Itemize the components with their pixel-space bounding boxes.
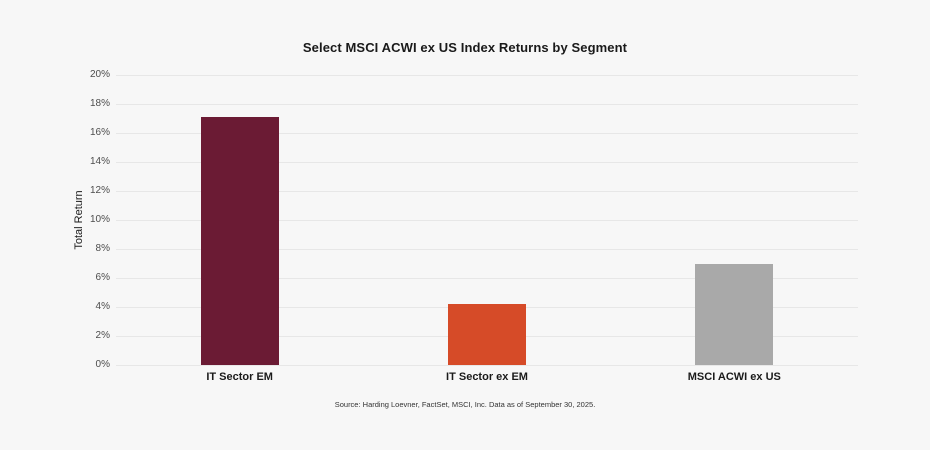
y-tick-4%: 4% <box>95 301 110 312</box>
gridline-6% <box>116 277 858 279</box>
y-tick-8%: 8% <box>95 243 110 254</box>
y-tick-18%: 18% <box>89 98 110 109</box>
bar-it-sector-em <box>200 117 279 365</box>
gridline-16% <box>116 132 858 134</box>
y-tick-16%: 16% <box>89 127 110 138</box>
y-tick-20%: 20% <box>89 69 110 80</box>
y-tick-12%: 12% <box>89 185 110 196</box>
gridline-12% <box>116 190 858 192</box>
gridline-14% <box>116 161 858 163</box>
x-tick-it-sector-em: IT Sector EM <box>206 371 273 383</box>
gridline-18% <box>116 103 858 105</box>
x-tick-it-sector-ex-em: IT Sector ex EM <box>446 371 528 383</box>
gridline-8% <box>116 248 858 250</box>
source-note: Source: Harding Loevner, FactSet, MSCI, … <box>334 400 596 409</box>
y-tick-0%: 0% <box>95 359 110 370</box>
y-tick-6%: 6% <box>95 272 110 283</box>
gridline-10% <box>116 219 858 221</box>
y-tick-10%: 10% <box>89 214 110 225</box>
plot-area <box>116 74 858 366</box>
gridline-20% <box>116 74 858 76</box>
gridline-0% <box>116 364 858 366</box>
y-tick-14%: 14% <box>89 156 110 167</box>
bar-msci-acwi-ex-us <box>695 263 774 365</box>
bar-it-sector-ex-em <box>448 304 526 365</box>
x-tick-msci-acwi-ex-us: MSCI ACWI ex US <box>687 371 781 383</box>
y-tick-2%: 2% <box>95 330 110 341</box>
chart-title: Select MSCI ACWI ex US Index Returns by … <box>302 40 628 55</box>
